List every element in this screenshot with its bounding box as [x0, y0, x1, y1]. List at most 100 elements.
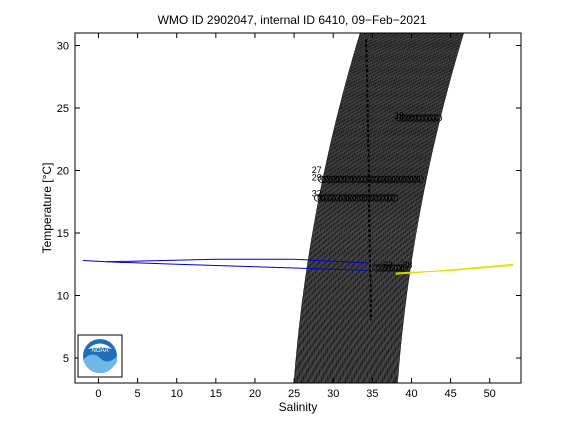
density-contour — [352, 33, 420, 383]
y-tick-label: 15 — [57, 228, 69, 240]
density-contour — [296, 33, 364, 383]
density-contour — [329, 33, 396, 383]
data-point — [342, 175, 350, 183]
density-contour — [325, 33, 393, 383]
density-contour — [338, 33, 406, 383]
data-point — [359, 194, 367, 202]
data-point — [363, 194, 371, 202]
data-point — [397, 264, 405, 272]
density-contour — [297, 33, 365, 383]
density-contour — [359, 33, 427, 383]
density-contour — [349, 33, 417, 383]
density-contour — [392, 33, 460, 383]
data-point — [416, 175, 424, 183]
density-contour — [390, 33, 458, 383]
density-contour — [347, 33, 415, 383]
density-contour — [339, 33, 407, 383]
density-contour — [294, 33, 362, 383]
data-point — [396, 114, 404, 122]
density-contour — [323, 33, 390, 383]
data-point — [409, 175, 417, 183]
data-point — [376, 264, 384, 272]
x-tick-label: 5 — [135, 388, 141, 400]
density-contour — [355, 33, 423, 383]
density-contour — [304, 33, 371, 383]
data-point — [398, 175, 407, 183]
data-point — [335, 194, 343, 202]
density-contour — [385, 33, 453, 383]
data-point — [320, 194, 329, 202]
density-contour — [304, 33, 372, 383]
density-contour — [315, 33, 383, 383]
data-point — [367, 175, 375, 183]
data-point — [353, 175, 361, 183]
density-contour — [383, 33, 451, 383]
density-contour — [372, 33, 439, 383]
data-point — [363, 175, 371, 183]
density-contour — [312, 33, 380, 383]
density-contour — [305, 33, 373, 383]
series-line — [82, 260, 369, 271]
point-label: 38 — [402, 260, 412, 270]
data-point — [384, 194, 392, 202]
data-point — [395, 175, 403, 183]
axis-ticks: 0 5 10 15 20 25 30 35 40 45 50 5 10 15 20 25 30 — [57, 33, 521, 400]
data-point — [356, 175, 364, 183]
density-contour — [328, 33, 396, 383]
noaa-logo: NOAA — [77, 334, 123, 378]
density-contour — [348, 33, 416, 383]
density-contour — [330, 33, 398, 383]
density-contour — [332, 33, 400, 383]
data-point — [413, 114, 421, 122]
x-tick-label: 40 — [405, 388, 417, 400]
density-contour — [300, 33, 368, 383]
density-contour — [378, 33, 445, 383]
density-contour — [326, 33, 394, 383]
data-point — [345, 194, 353, 202]
density-contour — [371, 33, 439, 383]
density-contour — [397, 33, 464, 383]
point-label: 27 — [312, 165, 322, 175]
x-tick-label: 20 — [249, 388, 261, 400]
density-contour — [368, 33, 436, 383]
density-contour — [340, 33, 408, 383]
density-contour — [298, 33, 366, 383]
point-label: 29 — [312, 172, 322, 182]
density-contour — [314, 33, 382, 383]
density-contour — [366, 33, 434, 383]
density-contour — [390, 33, 458, 383]
density-contour — [361, 33, 429, 383]
data-point — [338, 175, 347, 183]
density-contour — [344, 33, 412, 383]
density-contour — [389, 33, 457, 383]
density-contour — [360, 33, 428, 383]
point-label: 32 — [312, 189, 322, 199]
density-contour — [310, 33, 377, 383]
x-tick-label: 30 — [327, 388, 339, 400]
x-tick-label: 25 — [288, 388, 300, 400]
density-contour — [316, 33, 383, 383]
data-point — [370, 175, 378, 183]
data-point — [412, 175, 421, 183]
series-line — [395, 263, 514, 275]
data-point — [388, 175, 396, 183]
density-contour — [387, 33, 455, 383]
y-tick-label: 30 — [57, 41, 69, 53]
density-contour — [345, 33, 413, 383]
data-point — [405, 175, 414, 183]
data-point — [391, 175, 399, 183]
density-contour — [384, 33, 452, 383]
data-point — [349, 175, 357, 183]
data-point — [402, 175, 410, 183]
density-contour — [362, 33, 430, 383]
density-contour — [335, 33, 402, 383]
data-point — [327, 194, 336, 202]
y-axis-label: Temperature [°C] — [40, 163, 54, 254]
density-contour — [321, 33, 389, 383]
data-point — [377, 194, 385, 202]
density-contour — [341, 33, 408, 383]
axes-box — [74, 32, 522, 384]
density-contour — [394, 33, 462, 383]
